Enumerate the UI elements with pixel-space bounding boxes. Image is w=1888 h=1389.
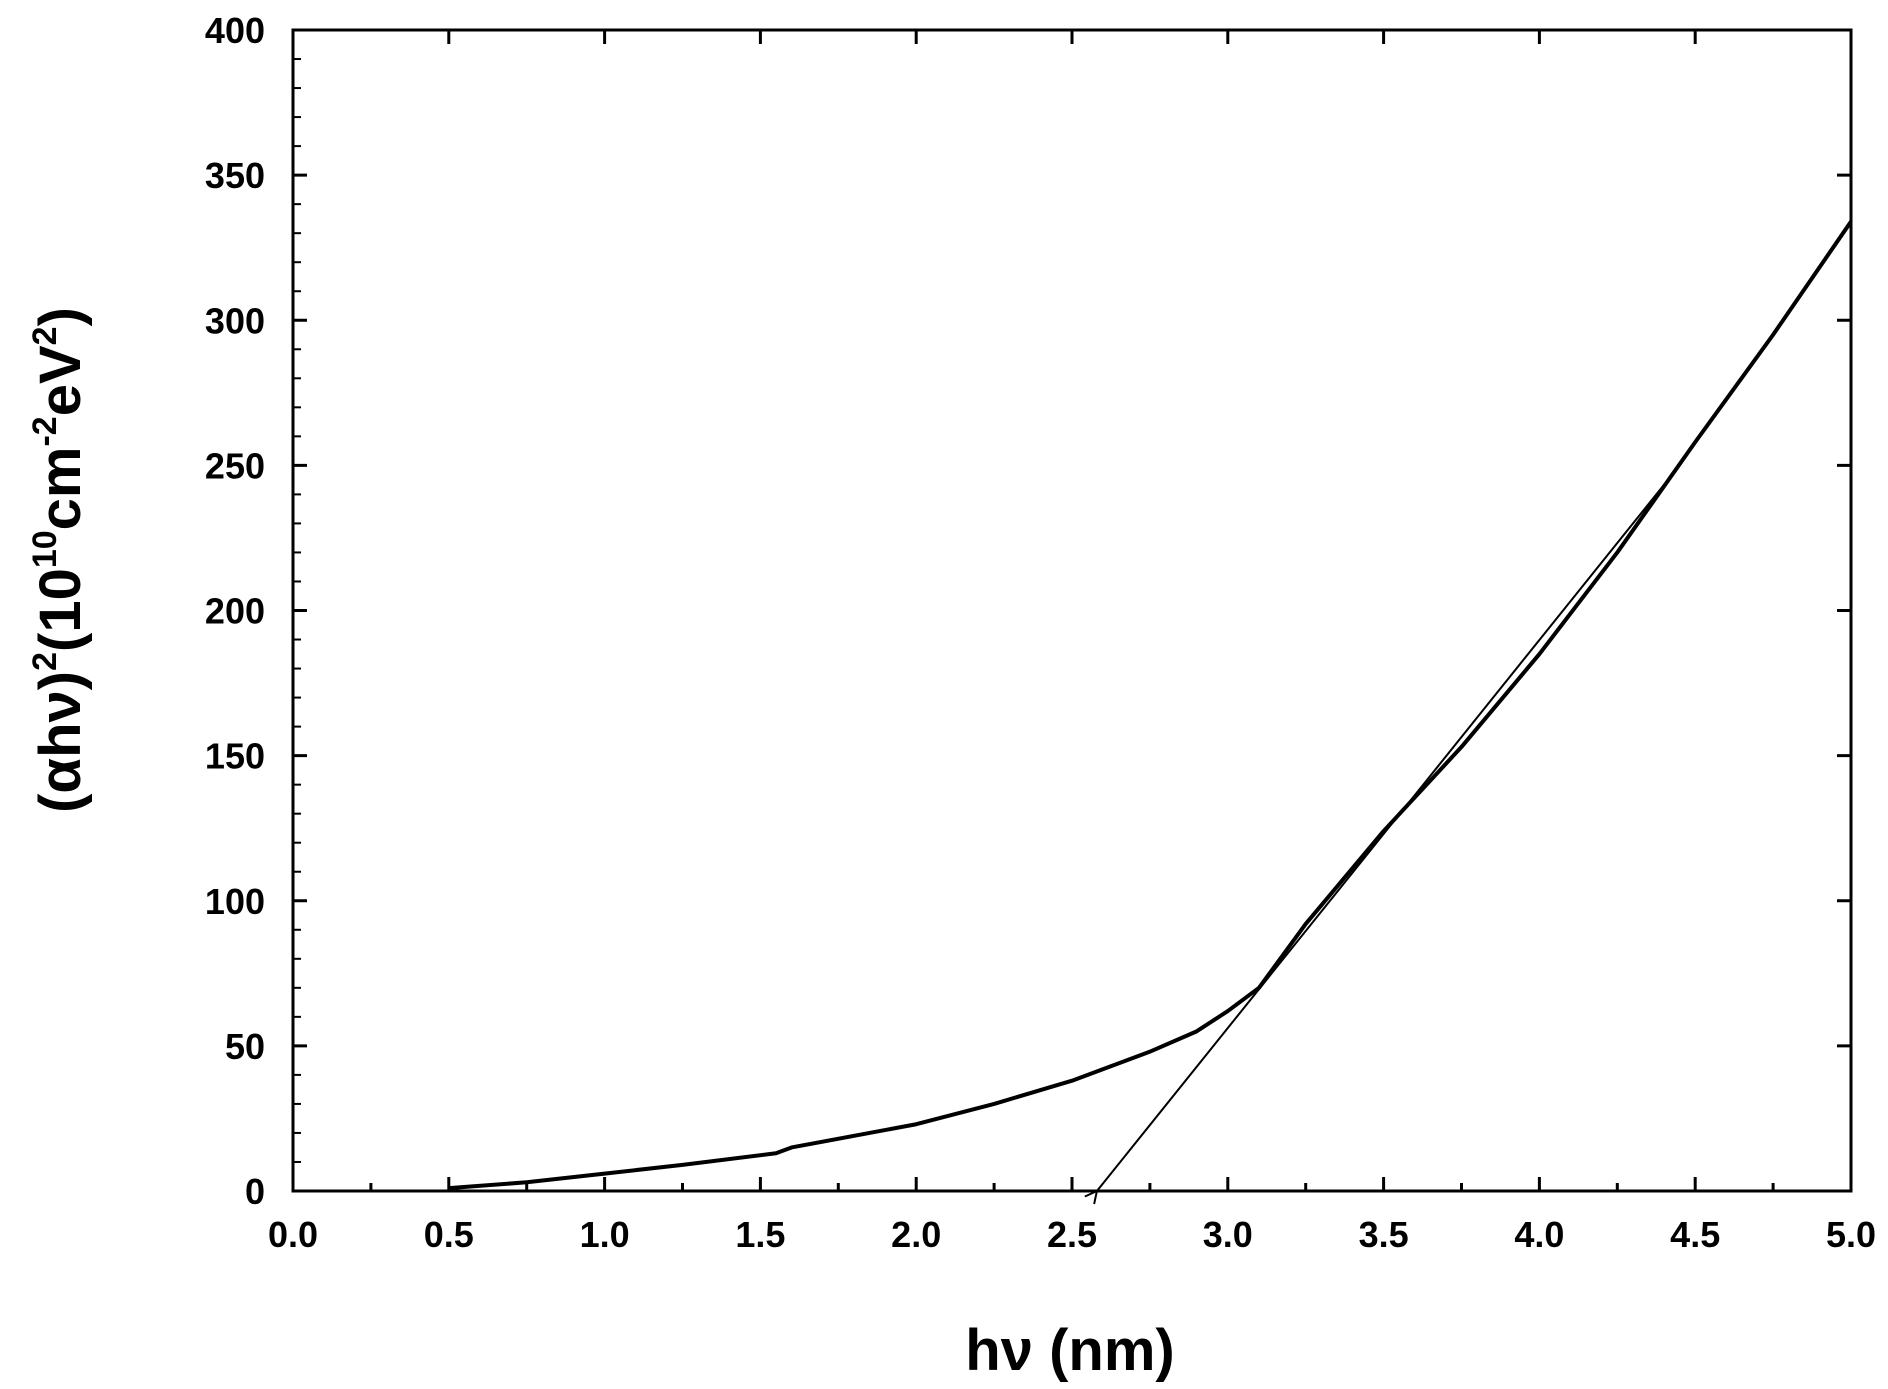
y-axis-title-base: (αhν): [28, 671, 93, 813]
x-tick-label: 4.5: [1670, 1214, 1720, 1255]
y-tick-label: 50: [225, 1026, 265, 1067]
y-tick-label: 0: [245, 1171, 265, 1212]
y-axis-title-sup-4: 2: [26, 326, 64, 345]
y-axis-title: (αhν)2(1010cm-2eV2): [26, 307, 93, 813]
x-tick-label: 2.5: [1047, 1214, 1097, 1255]
y-tick-label: 300: [205, 300, 265, 341]
x-tick-label: 4.0: [1514, 1214, 1564, 1255]
plot-frame: [291, 28, 1853, 1193]
y-tick-label: 250: [205, 445, 265, 486]
y-tick-label: 400: [205, 10, 265, 51]
x-tick-label: 3.0: [1203, 1214, 1253, 1255]
y-tick-label: 350: [205, 155, 265, 196]
y-axis-title-sup-3: -2: [26, 416, 64, 446]
tangent-line: [1097, 476, 1672, 1191]
y-axis-title-unit-2: eV: [28, 345, 93, 416]
x-tick-label: 2.0: [891, 1214, 941, 1255]
axes: [291, 28, 1853, 1193]
x-tick-label: 1.5: [735, 1214, 785, 1255]
y-axis-title-sup-2: 10: [26, 530, 64, 568]
y-tick-label: 100: [205, 881, 265, 922]
y-tick-label: 200: [205, 591, 265, 632]
x-axis-title: hν (nm): [965, 1318, 1174, 1383]
x-tick-label: 1.0: [580, 1214, 630, 1255]
tick-labels: 0.0 0.5 1.0 1.5 2.0 2.5 3.0 3.5 4.0 4.5 5.0 0 50 100 1…: [205, 10, 1876, 1255]
y-tick-label: 150: [205, 736, 265, 777]
y-axis-title-sup-1: 2: [26, 652, 64, 671]
plot-area: [448, 220, 1853, 1191]
x-tick-label: 5.0: [1826, 1214, 1876, 1255]
y-axis-title-unit-1: cm: [28, 447, 93, 531]
x-tick-label: 0.5: [424, 1214, 474, 1255]
y-axis-title-mid: (10: [28, 568, 93, 652]
ticks: [291, 28, 1853, 1193]
x-tick-label: 3.5: [1359, 1214, 1409, 1255]
data-series-line: [448, 220, 1853, 1191]
x-tick-label: 0.0: [268, 1214, 318, 1255]
y-axis-title-close: ): [28, 307, 93, 326]
